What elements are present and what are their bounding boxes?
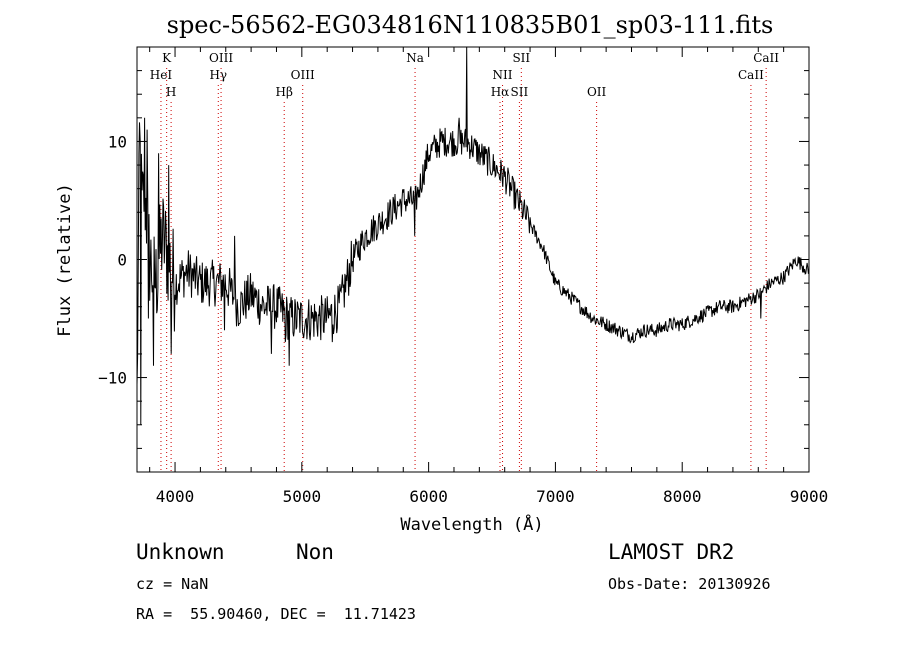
x-tick-label: 9000 [790, 487, 829, 506]
line-label: CaII [738, 68, 764, 82]
x-tick-label: 4000 [156, 487, 195, 506]
coordinates-label: RA = 55.90460, DEC = 11.71423 [136, 605, 416, 623]
subclass-label: Non [296, 540, 334, 564]
x-axis-label: Wavelength (Å) [400, 513, 543, 535]
obs-date-label: Obs-Date: 20130926 [608, 575, 771, 593]
line-markers [160, 68, 767, 472]
cz-label: cz = NaN [136, 575, 209, 593]
survey-label: LAMOST DR2 [608, 540, 735, 564]
x-tick-label: 7000 [536, 487, 575, 506]
line-label: Hγ [209, 68, 227, 82]
line-label: NII [493, 68, 513, 82]
line-label: Hα [491, 85, 510, 99]
line-label: Na [406, 51, 424, 65]
x-tick-label: 5000 [283, 487, 322, 506]
class-label: Unknown [136, 540, 225, 564]
y-tick-label: −10 [98, 369, 127, 388]
x-tick-label: 6000 [409, 487, 448, 506]
x-tick-label: 8000 [663, 487, 702, 506]
y-axis-label: Flux (relative) [55, 183, 75, 337]
line-label: OIII [209, 51, 233, 65]
plot-border [136, 46, 810, 473]
line-label: OII [587, 85, 607, 99]
plot-frame [136, 46, 810, 473]
line-label: CaII [753, 51, 779, 65]
y-tick-label: 0 [117, 251, 127, 270]
line-label: H [166, 85, 176, 99]
line-label: Hβ [276, 85, 293, 99]
chart-title: spec-56562-EG034816N110835B01_sp03-111.f… [167, 11, 774, 39]
axis-ticks [137, 47, 810, 472]
tick-labels: 4000 5000 6000 7000 8000 9000 −10 0 10 [98, 132, 828, 506]
line-label: SII [512, 51, 530, 65]
line-label: OIII [291, 68, 315, 82]
line-label: K [162, 51, 172, 65]
line-label: HeI [150, 68, 173, 82]
line-label: SII [511, 85, 529, 99]
spectrum-line [136, 46, 810, 425]
y-tick-label: 10 [108, 132, 127, 151]
